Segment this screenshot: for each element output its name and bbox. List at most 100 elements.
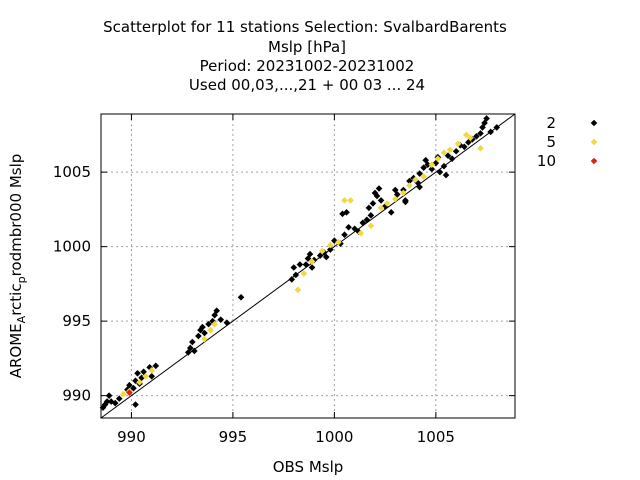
x-axis-label: OBS Mslp [273, 458, 344, 476]
data-point-series-2 [134, 369, 141, 377]
data-point-series-2 [191, 347, 198, 355]
data-point-series-2 [201, 329, 208, 337]
data-point-series-5 [347, 197, 354, 204]
data-point-series-2 [377, 197, 385, 204]
data-point-series-2 [414, 179, 421, 186]
y-label-part-2: rctic [7, 283, 25, 315]
data-point-series-5 [308, 258, 316, 265]
data-point-series-2 [306, 250, 314, 258]
data-point-series-2 [406, 177, 413, 185]
data-point-series-2 [316, 252, 324, 259]
title-line-1: Scatterplot for 11 stations Selection: S… [103, 18, 507, 36]
data-point-series-5 [462, 131, 470, 139]
data-point-series-2 [199, 323, 206, 331]
data-point-series-2 [322, 253, 330, 261]
data-point-series-2 [452, 147, 460, 155]
data-point-series-5 [148, 367, 156, 374]
data-point-series-2 [197, 326, 204, 334]
data-point-series-5 [440, 149, 448, 157]
data-point-series-2 [341, 231, 348, 239]
x-tick-label: 1005 [417, 428, 455, 446]
data-point-series-2 [428, 165, 436, 173]
data-point-series-2 [456, 141, 464, 149]
data-point-series-5 [341, 197, 348, 204]
data-point-series-5 [367, 222, 375, 230]
data-point-series-2 [393, 191, 401, 198]
data-point-series-2 [302, 261, 310, 268]
data-point-series-2 [402, 198, 409, 206]
data-point-series-2 [487, 128, 494, 136]
data-point-series-5 [467, 134, 474, 142]
y-label-part-1: AROME [7, 323, 25, 378]
y-label-sub-1: A [15, 315, 28, 323]
data-point-series-2 [327, 246, 334, 253]
y-label-sub-2: p [15, 276, 28, 283]
title-line-4: Used 00,03,...,21 + 00 03 ... 24 [189, 76, 425, 94]
data-point-series-2 [105, 392, 113, 399]
data-point-series-5 [300, 270, 308, 277]
data-point-series-2 [148, 372, 156, 380]
data-point-series-5 [383, 200, 391, 207]
data-point-series-10 [126, 389, 133, 396]
data-point-series-2 [288, 276, 296, 283]
y-axis-label: AROMEArcticprodmbr000 Mslp [7, 154, 28, 379]
data-point-series-2 [436, 168, 444, 176]
data-point-series-2 [483, 115, 490, 122]
data-point-series-5 [120, 390, 127, 398]
data-point-series-5 [406, 182, 413, 189]
data-point-series-2 [477, 130, 484, 137]
data-point-series-2 [186, 344, 194, 352]
data-point-series-2 [195, 332, 202, 340]
y-label-part-3: rodmbr000 Mslp [7, 154, 25, 277]
data-point-series-2 [391, 186, 399, 194]
data-point-series-5 [136, 378, 143, 386]
data-point-series-2 [345, 223, 352, 231]
data-point-series-5 [391, 195, 399, 203]
data-point-series-5 [207, 326, 214, 334]
data-point-series-2 [189, 338, 196, 346]
data-point-series-2 [473, 133, 480, 140]
data-point-series-5 [377, 204, 385, 212]
data-point-series-2 [308, 264, 316, 271]
data-point-series-5 [211, 320, 218, 328]
data-point-series-2 [115, 395, 123, 402]
data-point-series-2 [460, 143, 468, 151]
data-point-series-2 [424, 161, 432, 168]
y-tick-label: 990 [62, 387, 91, 405]
legend-marker [590, 119, 598, 127]
data-point-series-5 [477, 144, 484, 152]
data-point-series-2 [448, 155, 456, 163]
data-point-series-2 [465, 139, 472, 146]
y-tick-label: 995 [62, 312, 91, 330]
y-tick-label: 1000 [53, 238, 91, 256]
data-point-series-5 [412, 176, 419, 183]
data-point-series-2 [440, 162, 448, 170]
data-point-series-2 [351, 225, 358, 233]
data-point-series-5 [420, 173, 427, 180]
data-point-series-2 [343, 209, 350, 216]
x-tick-label: 1000 [315, 428, 353, 446]
x-tick-label: 990 [117, 428, 146, 446]
data-point-series-5 [294, 286, 302, 294]
plot-frame [100, 113, 516, 419]
data-point-series-5 [357, 229, 365, 237]
data-point-series-2 [493, 124, 501, 131]
data-point-series-2 [369, 200, 377, 207]
legend-label: 2 [546, 114, 556, 132]
data-point-series-5 [142, 372, 149, 380]
data-point-series-5 [201, 335, 208, 343]
data-point-series-2 [111, 399, 119, 407]
data-point-series-2 [444, 152, 452, 160]
data-point-series-5 [446, 146, 454, 154]
data-point-series-5 [400, 189, 407, 197]
data-point-series-2 [237, 293, 245, 301]
title-line-3: Period: 20231002-20231002 [200, 57, 415, 75]
data-point-series-2 [432, 159, 440, 167]
data-point-series-2 [126, 381, 133, 389]
legend-label: 10 [537, 152, 556, 170]
data-point-series-2 [217, 316, 225, 323]
data-point-series-2 [355, 228, 363, 236]
data-point-series-2 [420, 164, 427, 171]
